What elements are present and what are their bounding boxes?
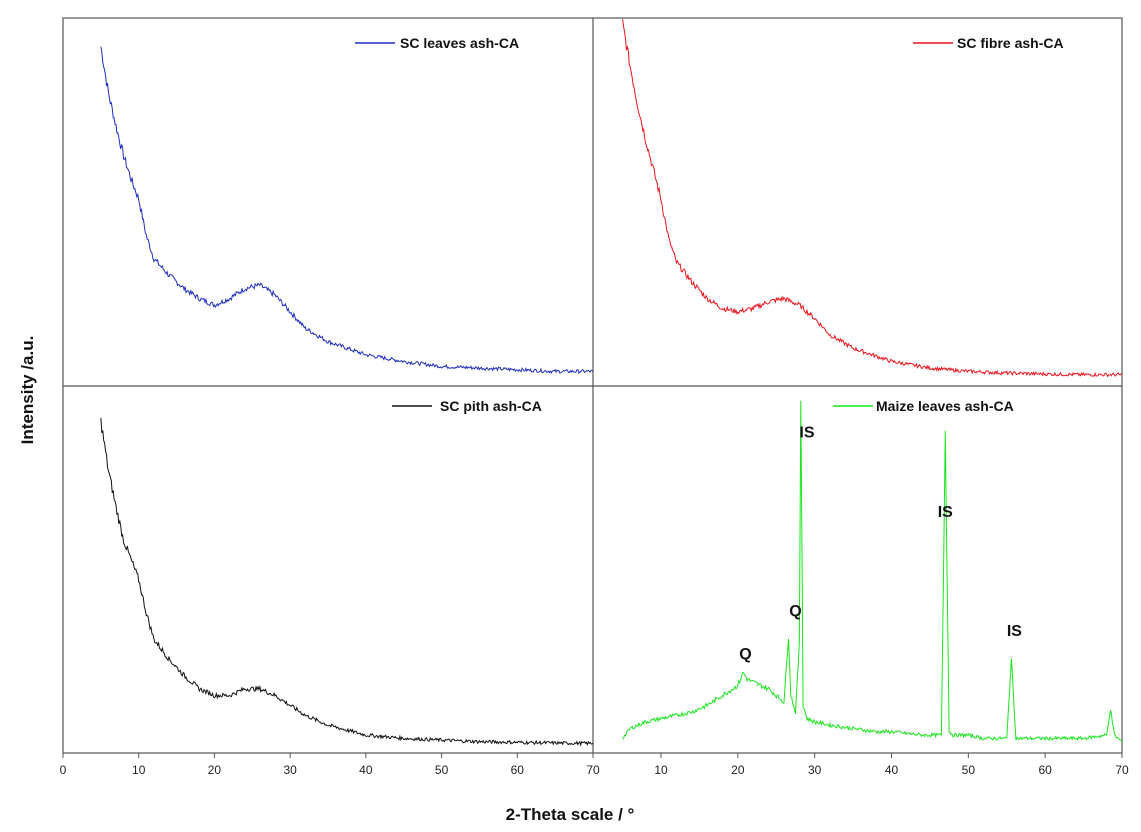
legend-label-3: SC pith ash-CA xyxy=(440,398,542,414)
x-tick-label-left-10: 10 xyxy=(132,763,146,777)
legend-label-1: SC leaves ash-CA xyxy=(400,35,519,51)
series-line-2 xyxy=(622,19,1123,378)
x-axis-ticks: 0 10 20 30 40 50 60 70 10 20 30 40 50 60 70 xyxy=(60,753,1129,777)
x-tick-label-left-0: 0 xyxy=(60,763,67,777)
x-tick-label-right-70: 70 xyxy=(1115,763,1129,777)
series-line-1 xyxy=(100,46,594,375)
panel-plots: SC leaves ash-CA SC fibre ash-CA SC pith a… xyxy=(100,19,1123,747)
peak-label-1: Q xyxy=(739,646,751,663)
x-tick-label-left-40: 40 xyxy=(359,763,373,777)
y-axis-title: Intensity /a.u. xyxy=(18,336,37,445)
panel-1: SC leaves ash-CA xyxy=(100,35,594,375)
panel-4: Maize leaves ash-CA Q Q IS IS IS xyxy=(622,398,1123,742)
x-tick-label-left-60: 60 xyxy=(511,763,525,777)
legend-label-2: SC fibre ash-CA xyxy=(957,35,1064,51)
peak-label-4: IS xyxy=(938,504,953,521)
x-tick-label-left-20: 20 xyxy=(208,763,222,777)
x-tick-label-left-50: 50 xyxy=(435,763,449,777)
x-tick-label-left-30: 30 xyxy=(283,763,297,777)
panel-3: SC pith ash-CA xyxy=(100,398,594,747)
peak-label-2: Q xyxy=(789,603,801,620)
x-tick-label-right-40: 40 xyxy=(885,763,899,777)
panel-frames xyxy=(62,17,1123,754)
x-axis-title: 2-Theta scale / ° xyxy=(506,805,635,824)
series-line-3 xyxy=(100,417,594,747)
peak-label-5: IS xyxy=(1007,623,1022,640)
x-tick-label-left-70: 70 xyxy=(586,763,600,777)
legend-label-4: Maize leaves ash-CA xyxy=(876,398,1014,414)
x-tick-label-right-10: 10 xyxy=(654,763,668,777)
x-tick-label-right-50: 50 xyxy=(962,763,976,777)
peak-label-3: IS xyxy=(799,425,814,442)
x-tick-label-right-60: 60 xyxy=(1038,763,1052,777)
panel-2: SC fibre ash-CA xyxy=(622,19,1123,378)
x-tick-label-right-20: 20 xyxy=(731,763,745,777)
x-tick-label-right-30: 30 xyxy=(808,763,822,777)
series-line-4 xyxy=(622,400,1123,742)
